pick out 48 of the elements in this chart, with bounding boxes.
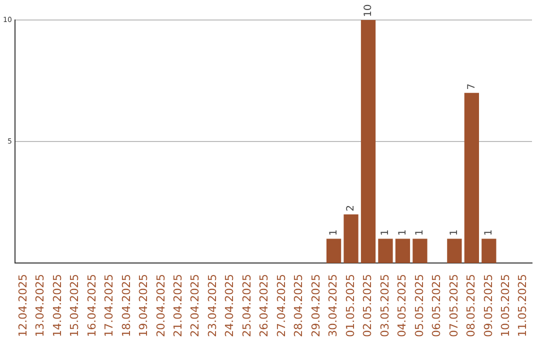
x-tick-label: 30.04.2025 [326, 274, 340, 338]
x-tick-label: 18.04.2025 [120, 274, 133, 338]
bar [326, 238, 342, 264]
x-tick-label: 04.05.2025 [396, 274, 409, 338]
x-tick-label: 15.04.2025 [68, 274, 82, 338]
x-tick-label: 11.05.2025 [516, 274, 530, 338]
x-tick-label: 10.05.2025 [499, 274, 512, 338]
x-tick-label: 12.04.2025 [16, 274, 30, 338]
x-tick-label: 08.05.2025 [464, 274, 478, 338]
data-label: 1 [397, 229, 408, 236]
x-tick-label: 20.04.2025 [154, 274, 168, 338]
bar [378, 238, 393, 264]
x-tick-label: 25.04.2025 [240, 274, 254, 338]
data-label: 1 [328, 229, 340, 236]
x-tick-label: 24.04.2025 [223, 274, 236, 338]
x-tick-label: 29.04.2025 [309, 274, 322, 338]
data-label: 1 [484, 229, 495, 236]
x-tick-label: 27.04.2025 [274, 274, 288, 338]
x-tick-label: 17.04.2025 [102, 274, 116, 338]
x-tick-label: 07.05.2025 [447, 274, 460, 338]
data-label: 1 [414, 229, 426, 236]
x-tick-label: 19.04.2025 [137, 274, 150, 338]
data-label: 1 [449, 229, 460, 236]
x-tick-label: 23.04.2025 [206, 274, 219, 338]
x-tick-label: 03.05.2025 [378, 274, 392, 338]
x-tick-label: 06.05.2025 [430, 274, 444, 338]
bar [395, 238, 410, 264]
data-label: 7 [466, 84, 478, 90]
x-tick-label: 09.05.2025 [482, 274, 495, 338]
x-tick-label: 26.04.2025 [258, 274, 271, 338]
data-label: 1 [380, 229, 392, 236]
bar [464, 92, 479, 264]
x-tick-label: 13.04.2025 [34, 274, 47, 338]
bar [344, 214, 358, 264]
data-label: 10 [362, 4, 374, 17]
x-tick-label: 28.04.2025 [292, 274, 306, 338]
bar [360, 20, 376, 264]
data-label: 2 [346, 205, 357, 212]
x-tick-label: 22.04.2025 [188, 274, 202, 338]
bar [447, 238, 462, 264]
x-tick-label: 16.04.2025 [85, 274, 98, 338]
x-tick-label: 05.05.2025 [412, 274, 426, 338]
bar [412, 238, 428, 264]
x-tick-label: 02.05.2025 [361, 274, 374, 338]
x-tick-label: 14.04.2025 [50, 274, 64, 338]
bar [482, 238, 496, 264]
x-tick-label: 01.05.2025 [344, 274, 357, 338]
x-tick-label: 21.04.2025 [172, 274, 185, 338]
